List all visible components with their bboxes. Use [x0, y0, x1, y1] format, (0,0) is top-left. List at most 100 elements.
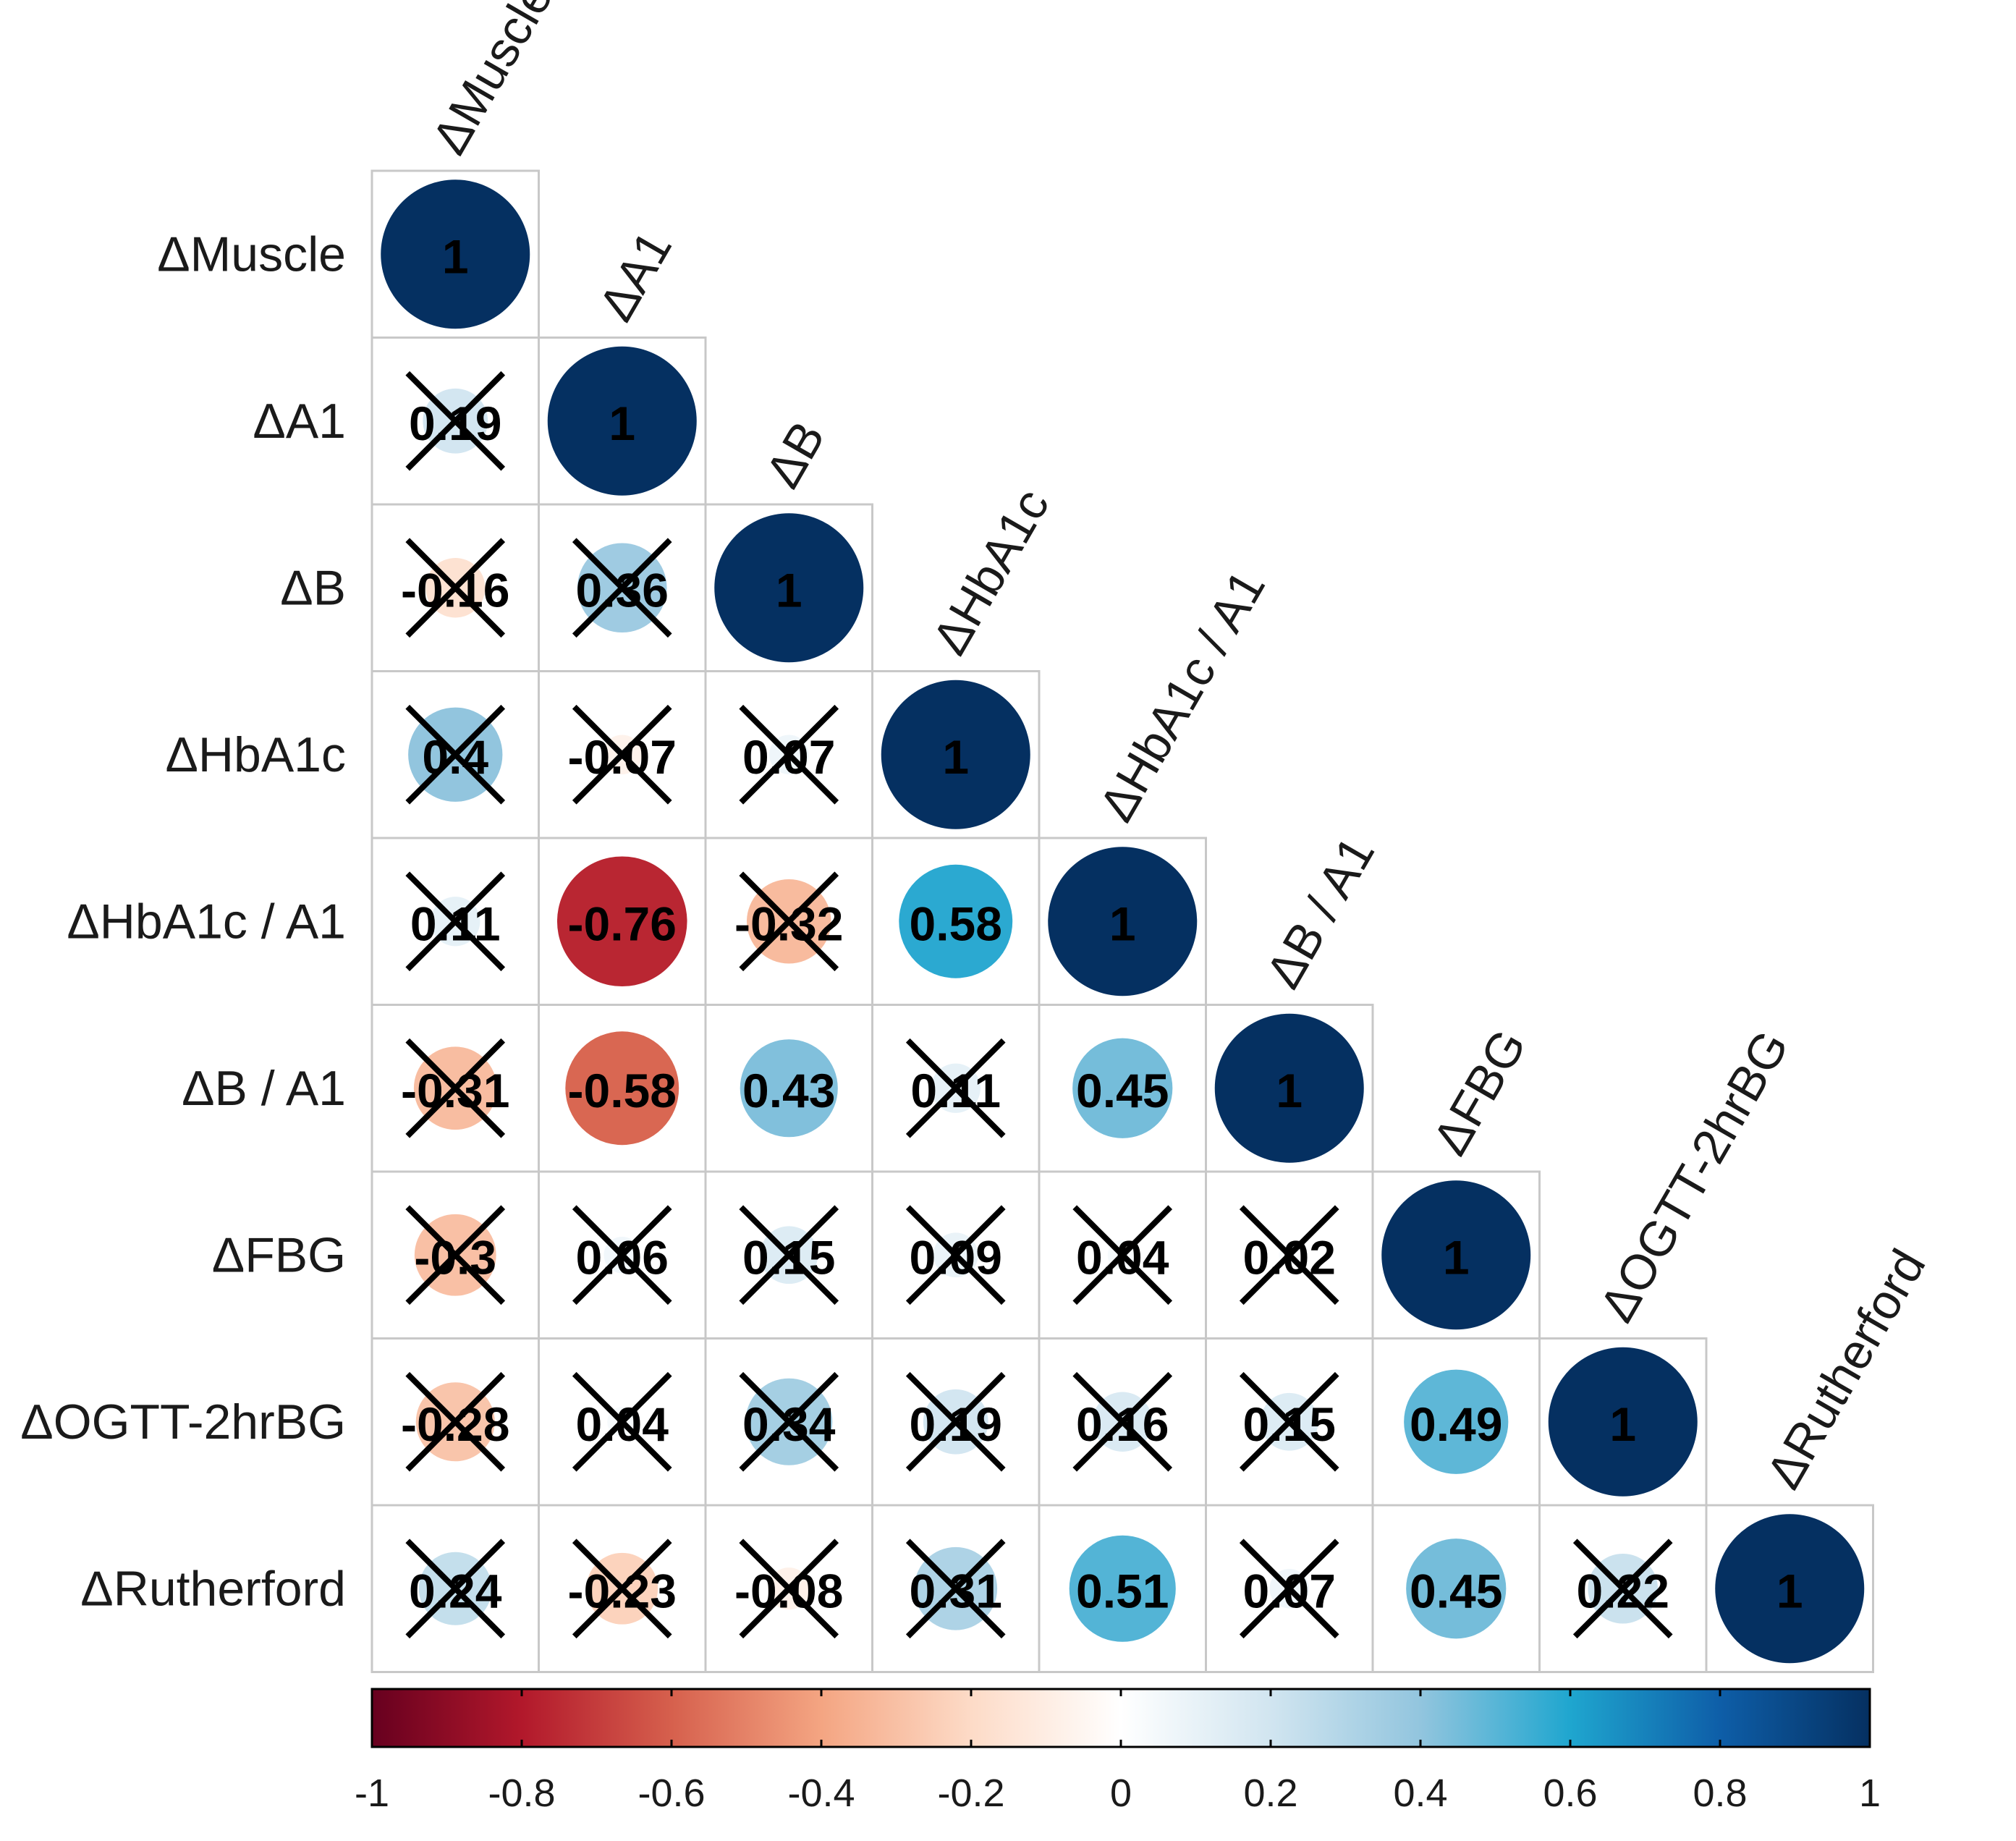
insignificant-cross-2-0	[405, 538, 506, 638]
corr-value-1-1: 1	[609, 397, 635, 450]
column-label-delta-fbg: ΔFBG	[1422, 1020, 1536, 1164]
colorbar-tick-label-0: -1	[355, 1772, 389, 1815]
colorbar-tick-label-8: 0.6	[1543, 1772, 1597, 1815]
corr-value-4-3: 0.58	[910, 897, 1002, 950]
corr-circle-4-1	[556, 856, 687, 987]
insignificant-cross-7-1	[572, 1371, 672, 1472]
corr-value-5-4: 0.45	[1076, 1064, 1169, 1117]
colorbar-gradient	[370, 1688, 1871, 1748]
insignificant-cross-8-3	[905, 1539, 1006, 1639]
row-label-delta-hba1c-a1: ΔHbA1c / A1	[67, 894, 346, 949]
corr-value-7-6: 0.49	[1410, 1397, 1502, 1451]
corr-value-2-2: 1	[776, 563, 802, 617]
corr-value-0-0: 1	[442, 229, 469, 283]
colorbar-tick-label-6: 0.2	[1243, 1772, 1297, 1815]
colorbar-tick-label-4: -0.2	[937, 1772, 1004, 1815]
insignificant-cross-8-1	[572, 1539, 672, 1639]
insignificant-cross-5-0	[405, 1038, 506, 1138]
insignificant-cross-7-4	[1072, 1371, 1173, 1472]
corr-circle-5-4	[1072, 1038, 1173, 1138]
insignificant-cross-6-0	[405, 1205, 506, 1305]
column-label-delta-muscle: ΔMuscle	[421, 0, 563, 163]
insignificant-cross-7-2	[739, 1371, 839, 1472]
row-label-delta-hba1c: ΔHbA1c	[165, 727, 346, 782]
corr-value-6-6: 1	[1443, 1230, 1470, 1284]
insignificant-cross-3-0	[405, 704, 506, 805]
insignificant-cross-7-5	[1239, 1371, 1339, 1472]
corr-value-8-4: 0.51	[1076, 1564, 1169, 1617]
row-label-delta-fbg: ΔFBG	[212, 1227, 346, 1282]
insignificant-cross-4-2	[739, 871, 839, 972]
insignificant-cross-3-2	[739, 704, 839, 805]
corr-value-3-3: 1	[942, 730, 969, 784]
row-label-delta-rutherford: ΔRutherford	[80, 1561, 346, 1616]
corr-value-5-1: -0.58	[568, 1064, 677, 1117]
insignificant-cross-8-2	[739, 1539, 839, 1639]
row-label-delta-ogtt-2hrbg: ΔOGTT-2hrBG	[20, 1394, 346, 1449]
colorbar-tick-label-10: 1	[1859, 1772, 1881, 1815]
colorbar-tick-label-7: 0.4	[1393, 1772, 1447, 1815]
column-label-delta-a1: ΔA1	[588, 222, 682, 330]
colorbar-tick-label-2: -0.6	[638, 1772, 705, 1815]
column-label-delta-rutherford: ΔRutherford	[1755, 1240, 1936, 1498]
row-labels: ΔMuscle ΔA1 ΔB ΔHbA1c ΔHbA1c / A1 ΔB / A1 ΔFBG…	[20, 227, 346, 1616]
colorbar-tick-label-5: 0	[1110, 1772, 1132, 1815]
cell-3-1	[538, 670, 707, 839]
colorbar-tick-label-3: -0.4	[787, 1772, 855, 1815]
colorbar-tick-label-1: -0.8	[488, 1772, 555, 1815]
insignificant-cross-6-3	[905, 1205, 1006, 1305]
row-label-delta-a1: ΔA1	[253, 394, 346, 449]
insignificant-cross-1-0	[405, 371, 506, 471]
cell-6-0	[370, 1170, 540, 1340]
colorbar: -1 -0.8 -0.6 -0.4 -0.2 0 0.2 0.4 0.6 0.8 1	[355, 1688, 1881, 1815]
column-label-delta-ogtt-2hrbg: ΔOGTT-2hrBG	[1589, 1022, 1800, 1331]
insignificant-cross-5-3	[905, 1038, 1006, 1138]
corr-value-4-4: 1	[1109, 897, 1136, 950]
corr-value-4-1: -0.76	[568, 897, 677, 950]
corr-circle-5-2	[740, 1039, 838, 1138]
corr-circle-4-3	[899, 864, 1013, 978]
corr-circle-1-1	[547, 346, 697, 496]
corr-circle-7-6	[1404, 1369, 1509, 1474]
insignificant-cross-6-5	[1239, 1205, 1339, 1305]
corr-circle-8-6	[1406, 1539, 1507, 1639]
corr-circle-6-6	[1381, 1180, 1531, 1330]
corr-circle-2-2	[714, 513, 864, 663]
insignificant-cross-4-0	[405, 871, 506, 972]
insignificance-crosses	[405, 371, 1673, 1639]
insignificant-cross-8-0	[405, 1539, 506, 1639]
corr-value-7-7: 1	[1609, 1397, 1636, 1451]
corr-circle-5-5	[1214, 1013, 1364, 1163]
insignificant-cross-6-2	[739, 1205, 839, 1305]
cell-8-2	[704, 1504, 873, 1673]
corr-circle-8-8	[1715, 1514, 1865, 1664]
colorbar-tick-label-9: 0.8	[1693, 1772, 1747, 1815]
insignificant-cross-6-4	[1072, 1205, 1173, 1305]
insignificant-cross-8-7	[1572, 1539, 1673, 1639]
insignificant-cross-6-1	[572, 1205, 672, 1305]
corr-value-5-5: 1	[1276, 1064, 1303, 1117]
corr-circle-7-7	[1548, 1347, 1698, 1497]
corr-circle-4-4	[1048, 847, 1198, 996]
corr-circle-0-0	[381, 179, 530, 329]
column-label-delta-hba1c-a1: ΔHbA1c / A1	[1088, 562, 1276, 831]
insignificant-cross-7-3	[905, 1371, 1006, 1472]
corr-circle-3-3	[881, 680, 1030, 829]
column-label-delta-b: ΔB	[755, 412, 835, 497]
corr-circle-5-1	[565, 1031, 679, 1146]
corr-value-5-2: 0.43	[742, 1064, 835, 1117]
column-label-delta-b-a1: ΔB / A1	[1255, 828, 1385, 997]
corr-value-8-8: 1	[1776, 1564, 1803, 1617]
corr-circle-8-4	[1069, 1535, 1176, 1642]
corr-value-8-6: 0.45	[1410, 1564, 1502, 1617]
insignificant-cross-3-1	[572, 704, 672, 805]
row-label-delta-b: ΔB	[280, 560, 346, 615]
insignificant-cross-8-5	[1239, 1539, 1339, 1639]
cell-8-4	[1038, 1504, 1207, 1673]
row-label-delta-muscle: ΔMuscle	[157, 227, 346, 282]
row-label-delta-b-a1: ΔB / A1	[182, 1061, 346, 1116]
column-label-delta-hba1c: ΔHbA1c	[922, 480, 1060, 664]
insignificant-cross-2-1	[572, 538, 672, 638]
insignificant-cross-7-0	[405, 1371, 506, 1472]
